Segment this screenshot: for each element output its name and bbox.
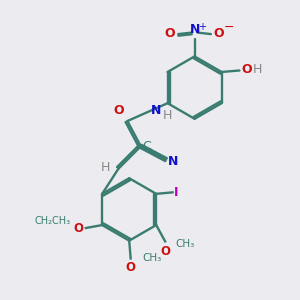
Text: C: C: [142, 140, 151, 153]
Text: O: O: [160, 245, 170, 258]
Text: O: O: [126, 261, 136, 274]
Text: H: H: [162, 109, 172, 122]
Text: H: H: [253, 63, 262, 76]
Text: I: I: [174, 186, 178, 199]
Text: H: H: [101, 160, 110, 174]
Text: N: N: [168, 155, 178, 168]
Text: O: O: [165, 27, 175, 40]
Text: CH₂CH₃: CH₂CH₃: [35, 216, 71, 226]
Text: N: N: [151, 104, 161, 117]
Text: CH₃: CH₃: [142, 254, 161, 263]
Text: O: O: [213, 27, 224, 40]
Text: O: O: [74, 221, 83, 235]
Text: −: −: [224, 21, 234, 34]
Text: O: O: [241, 63, 252, 76]
Text: O: O: [113, 104, 124, 118]
Text: +: +: [198, 22, 206, 32]
Text: CH₃: CH₃: [176, 239, 195, 249]
Text: N: N: [189, 23, 200, 37]
